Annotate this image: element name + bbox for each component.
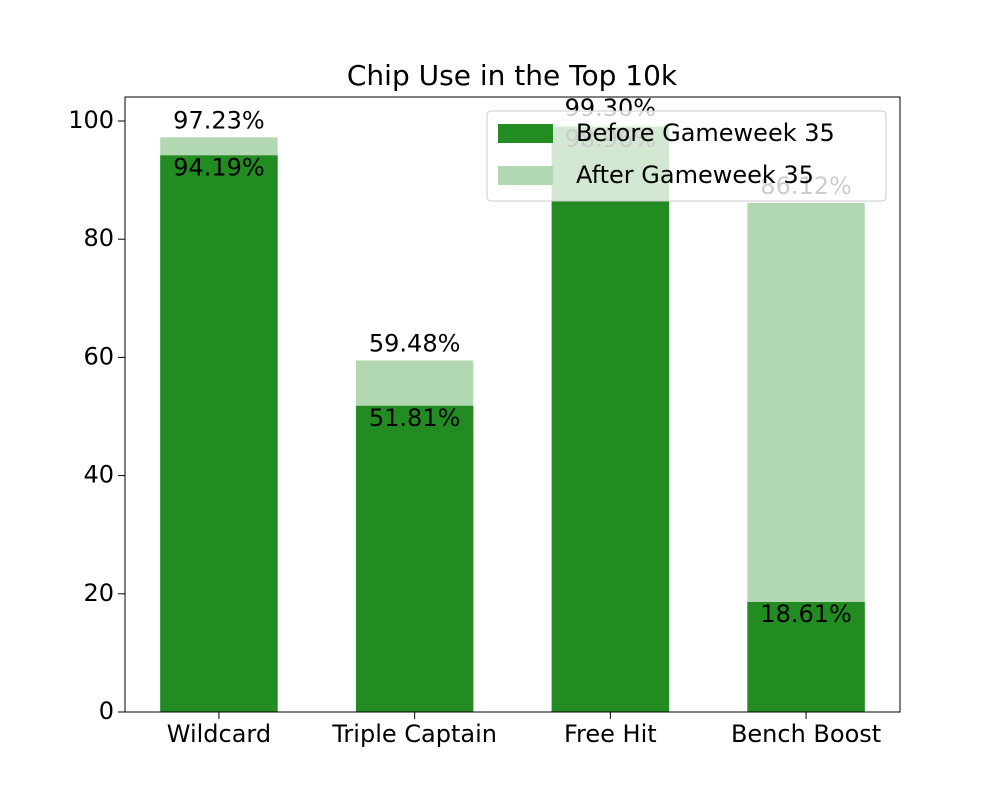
value-label: 18.61% (760, 600, 852, 628)
value-label: 97.23% (173, 106, 265, 134)
legend-label: After Gameweek 35 (576, 161, 814, 189)
value-label: 94.19% (173, 153, 265, 181)
bar (160, 155, 278, 712)
x-tick-label: Wildcard (167, 720, 271, 748)
legend-swatch (498, 124, 553, 143)
x-tick-label: Triple Captain (331, 720, 497, 748)
bar (355, 405, 474, 712)
plot-frame (124, 96, 901, 713)
y-tick-label: 80 (83, 224, 114, 252)
x-tick-label: Bench Boost (731, 720, 881, 748)
x-tick-label: Free Hit (564, 720, 657, 748)
y-tick-label: 0 (99, 697, 114, 725)
y-tick-label: 60 (83, 342, 114, 370)
legend-swatch (498, 166, 553, 185)
legend-box (486, 110, 887, 202)
bar (551, 127, 670, 713)
y-tick-label: 20 (83, 579, 114, 607)
chart-title: Chip Use in the Top 10k (347, 59, 678, 92)
y-tick-label: 40 (83, 461, 114, 489)
value-label: 59.48% (369, 329, 461, 357)
y-tick-label: 100 (68, 106, 114, 134)
bar (747, 602, 865, 712)
legend-label: Before Gameweek 35 (576, 119, 835, 147)
value-label: 51.81% (369, 404, 461, 432)
